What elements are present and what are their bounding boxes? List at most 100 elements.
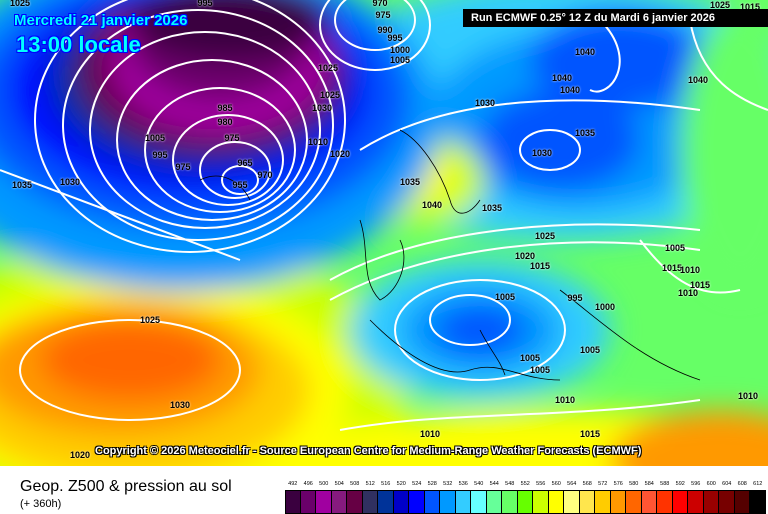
legend-value: 604 [722, 481, 732, 487]
legend-item: 568 [579, 481, 595, 514]
isobar-label: 1010 [554, 395, 576, 405]
legend-swatch [750, 490, 766, 514]
isobar-label: 1010 [307, 137, 329, 147]
legend-value: 504 [334, 481, 344, 487]
isobar-label: 1035 [11, 180, 33, 190]
legend-item: 580 [626, 481, 642, 514]
isobar-label: 955 [232, 180, 248, 190]
isobar-label: 1005 [389, 55, 411, 65]
forecast-date: Mercredi 21 janvier 2026 [14, 12, 188, 29]
legend-swatch [579, 490, 595, 514]
legend-item: 520 [393, 481, 409, 514]
isobar-label: 1035 [481, 203, 503, 213]
legend-swatch [641, 490, 657, 514]
isobar-label: 995 [567, 293, 583, 303]
isobar-label: 975 [375, 10, 391, 20]
isobar-label: 1040 [687, 75, 709, 85]
legend-swatch [626, 490, 642, 514]
legend-value: 544 [489, 481, 499, 487]
isobar-label: 1005 [144, 133, 166, 143]
legend-value: 596 [691, 481, 701, 487]
isobar-label: 1035 [399, 177, 421, 187]
legend-value: 508 [350, 481, 360, 487]
legend-item: 508 [347, 481, 363, 514]
isobar-label: 1020 [329, 149, 351, 159]
legend-value: 560 [551, 481, 561, 487]
legend-swatch [409, 490, 425, 514]
legend-item: 564 [564, 481, 580, 514]
legend-swatch [347, 490, 363, 514]
legend-swatch [517, 490, 533, 514]
isobar-label: 1010 [679, 265, 701, 275]
legend-swatch [362, 490, 378, 514]
isobar-label: 1000 [389, 45, 411, 55]
isobar-label: 975 [175, 162, 191, 172]
legend-item: 584 [641, 481, 657, 514]
isobar-label: 995 [197, 0, 213, 8]
run-info: Run ECMWF 0.25° 12 Z du Mardi 6 janvier … [463, 9, 768, 27]
isobar-label: 1025 [319, 90, 341, 100]
legend-value: 528 [427, 481, 437, 487]
legend-value: 600 [706, 481, 716, 487]
legend-value: 524 [412, 481, 422, 487]
legend-item: 576 [610, 481, 626, 514]
legend-value: 588 [660, 481, 670, 487]
legend-value: 580 [629, 481, 639, 487]
legend-item: 544 [486, 481, 502, 514]
isobar-label: 1025 [534, 231, 556, 241]
legend-item: 600 [703, 481, 719, 514]
geopotential-field [0, 0, 768, 466]
isobar-label: 1010 [737, 391, 759, 401]
legend-swatch [486, 490, 502, 514]
isobar-label: 1030 [531, 148, 553, 158]
copyright: Copyright © 2026 Meteociel.fr - Source E… [95, 445, 642, 457]
isobar-label: 970 [372, 0, 388, 8]
isobar-label: 995 [387, 33, 403, 43]
legend-value: 536 [458, 481, 468, 487]
legend-swatch [564, 490, 580, 514]
legend-value: 552 [520, 481, 530, 487]
isobar-label: 1040 [559, 85, 581, 95]
legend-item: 592 [672, 481, 688, 514]
isobar-label: 1030 [59, 177, 81, 187]
legend-swatch [316, 490, 332, 514]
legend-value: 520 [396, 481, 406, 487]
legend-item: 540 [471, 481, 487, 514]
legend-item: 496 [300, 481, 316, 514]
isobar-label: 1040 [421, 200, 443, 210]
legend-swatch [455, 490, 471, 514]
legend-value: 612 [753, 481, 763, 487]
isobar-label: 1020 [69, 450, 91, 460]
map-title: Geop. Z500 & pression au sol [20, 478, 232, 495]
weather-map: 1025 995 970 975 990 995 1000 1005 1040 1040 1040 1… [0, 0, 768, 466]
isobar-label: 975 [224, 133, 240, 143]
legend-value: 516 [381, 481, 391, 487]
isobar-label: 1015 [529, 261, 551, 271]
isobar-label: 1005 [494, 292, 516, 302]
color-legend: 492 496 500 504 508 512 516 520 524 528 532 536 540 5… [285, 481, 766, 514]
isobar-label: 1005 [579, 345, 601, 355]
legend-item: 612 [750, 481, 766, 514]
isobar-label: 1015 [689, 280, 711, 290]
legend-value: 568 [582, 481, 592, 487]
isobar-label: 1025 [709, 0, 731, 10]
legend-swatch [471, 490, 487, 514]
legend-value: 592 [675, 481, 685, 487]
isobar-label: 1030 [169, 400, 191, 410]
legend-swatch [424, 490, 440, 514]
legend-item: 504 [331, 481, 347, 514]
legend-value: 532 [443, 481, 453, 487]
isobar-label: 1015 [661, 263, 683, 273]
isobar-label: 980 [217, 117, 233, 127]
legend-swatch [610, 490, 626, 514]
legend-item: 596 [688, 481, 704, 514]
isobar-label: 1025 [9, 0, 31, 8]
isobar-label: 985 [217, 103, 233, 113]
legend-value: 548 [505, 481, 515, 487]
isobar-label: 1025 [139, 315, 161, 325]
forecast-time: 13:00 locale [16, 32, 141, 57]
legend-value: 492 [288, 481, 298, 487]
coastlines [199, 129, 701, 381]
legend-swatch [657, 490, 673, 514]
legend-value: 584 [644, 481, 654, 487]
